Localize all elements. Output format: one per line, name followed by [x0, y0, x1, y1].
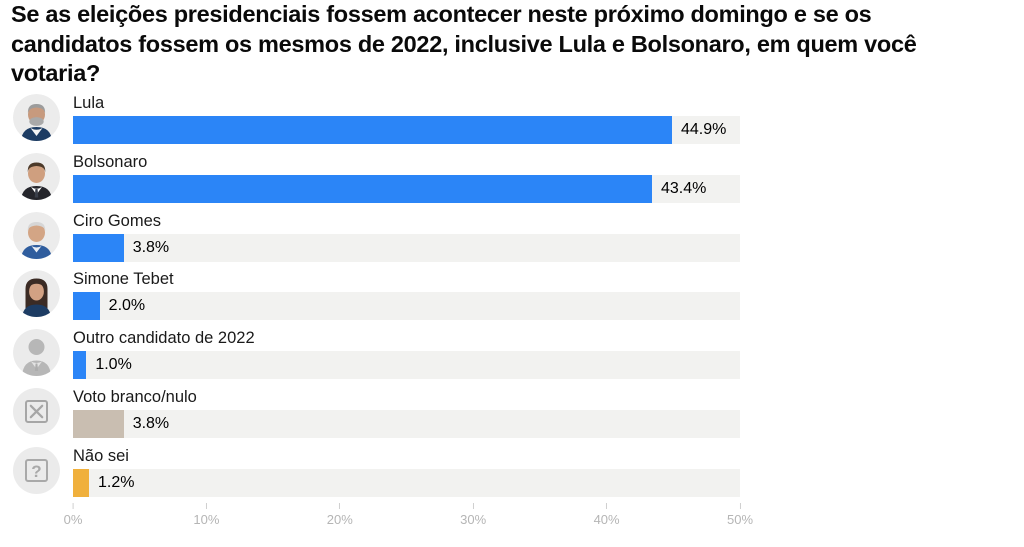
axis-tick: 40%: [594, 503, 620, 527]
chart-row: Lula 44.9%: [0, 92, 1024, 151]
candidate-label: Ciro Gomes: [73, 211, 162, 230]
generic-person-icon: [13, 329, 60, 377]
bar: [73, 410, 124, 438]
row-body: Não sei 1.2%: [73, 445, 740, 497]
question-box-icon: ?: [13, 446, 60, 494]
bar-value-label: 3.8%: [132, 238, 170, 256]
bar-value-label: 2.0%: [108, 297, 146, 315]
bar-track: 44.9%: [73, 116, 740, 144]
axis-tick: 20%: [327, 503, 353, 527]
tick-label: 40%: [593, 512, 620, 527]
candidate-label: Bolsonaro: [73, 152, 148, 171]
bar-value-label: 44.9%: [680, 121, 727, 138]
tick-mark: [205, 503, 207, 509]
bar: [73, 292, 100, 321]
axis-tick: 10%: [193, 503, 219, 527]
chart-row: Voto branco/nulo 3.8%: [0, 386, 1024, 445]
simone-tebet-photo-avatar: [13, 270, 60, 318]
bar-value-label: 1.2%: [98, 473, 135, 491]
x-axis: 0% 10% 20% 30% 40% 50%: [64, 503, 753, 537]
chart-row: ? Não sei 1.2%: [0, 445, 1024, 504]
row-body: Ciro Gomes 3.8%: [73, 210, 740, 262]
bar-value-label: 43.4%: [660, 179, 707, 197]
tick-label: 50%: [726, 512, 754, 527]
bar: [73, 233, 124, 262]
row-body: Simone Tebet 2.0%: [73, 268, 740, 321]
candidate-label: Lula: [73, 94, 105, 112]
tick-mark: [739, 503, 741, 509]
tick-label: 0%: [63, 512, 83, 527]
bar-track: 1.0%: [73, 351, 740, 380]
tick-label: 20%: [326, 512, 353, 527]
ciro-gomes-photo-avatar: [13, 211, 60, 259]
x-box-icon: [13, 388, 60, 435]
row-body: Bolsonaro 43.4%: [73, 151, 740, 203]
chart-row: Outro candidato de 2022 1.0%: [0, 327, 1024, 386]
bar-track: 1.2%: [73, 468, 740, 497]
tick-label: 10%: [193, 512, 220, 527]
svg-text:?: ?: [31, 462, 41, 481]
bar-track: 3.8%: [73, 410, 740, 438]
bar-track: 2.0%: [73, 292, 740, 321]
lula-photo-avatar: [13, 94, 60, 141]
tick-mark: [606, 503, 608, 509]
tick-mark: [72, 503, 74, 509]
row-body: Outro candidato de 2022 1.0%: [73, 327, 740, 380]
chart-row: Simone Tebet 2.0%: [0, 268, 1024, 327]
candidate-label: Voto branco/nulo: [73, 388, 197, 406]
bar-track: 3.8%: [73, 233, 740, 262]
candidate-label: Outro candidato de 2022: [73, 329, 255, 348]
axis-tick: 0%: [63, 503, 83, 527]
bolsonaro-photo-avatar: [13, 152, 60, 200]
chart-title: Se as eleições presidenciais fossem acon…: [11, 1, 917, 86]
bar: [73, 116, 672, 144]
bar: [73, 351, 87, 380]
bar: [73, 468, 89, 497]
bar: [73, 174, 652, 203]
bar-value-label: 1.0%: [95, 356, 132, 374]
tick-mark: [339, 503, 341, 509]
row-body: Lula 44.9%: [73, 92, 740, 144]
bar-track: 43.4%: [73, 174, 740, 203]
row-body: Voto branco/nulo 3.8%: [73, 386, 740, 438]
chart-row: Bolsonaro 43.4%: [0, 151, 1024, 210]
tick-mark: [472, 503, 474, 509]
bar-value-label: 3.8%: [132, 415, 170, 432]
axis-tick: 50%: [727, 503, 753, 527]
chart-row: Ciro Gomes 3.8%: [0, 210, 1024, 269]
tick-label: 30%: [460, 512, 487, 527]
axis-tick: 30%: [460, 503, 486, 527]
candidate-label: Não sei: [73, 446, 129, 465]
candidate-label: Simone Tebet: [73, 270, 174, 289]
